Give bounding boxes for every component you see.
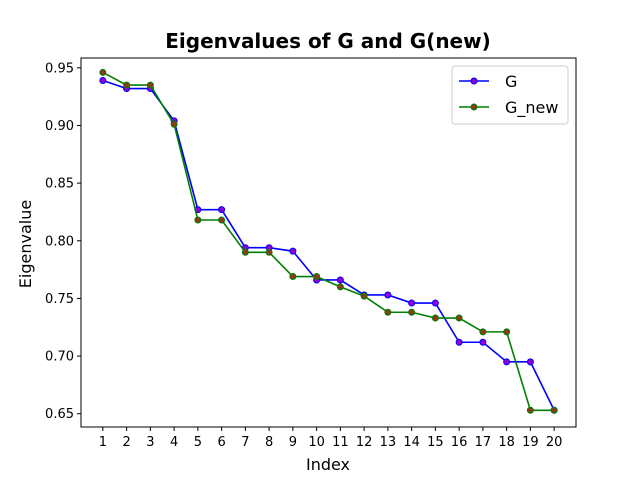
x-tick-label: 10 [308,435,325,450]
x-tick-label: 13 [380,435,397,450]
x-tick-label: 8 [265,435,273,450]
data-point-g [431,299,439,307]
plot-frame [80,57,577,428]
x-tick-label: 19 [522,435,539,450]
data-point-g-new [384,308,392,316]
data-point-g-new [408,308,416,316]
y-tick-label: 0.90 [45,119,74,134]
data-point-g-new [526,406,534,414]
data-point-g-new [241,248,249,256]
x-tick-label: 2 [122,435,130,450]
x-tick-label: 6 [217,435,225,450]
data-point-g [455,338,463,346]
data-point-g-new [479,328,487,336]
legend-label-g: G [505,72,517,91]
x-tick-label: 1 [99,435,107,450]
y-tick-label: 0.85 [45,177,74,192]
data-point-g-new [550,406,558,414]
x-tick-label: 18 [498,435,515,450]
data-point-g-new [313,273,321,281]
legend-label-g-new: G_new [505,98,558,118]
data-point-g-new [503,328,511,336]
data-point-g [289,247,297,255]
data-point-g-new [431,314,439,322]
chart-legend: G G_new [451,65,569,125]
data-point-g-new [289,273,297,281]
data-point-g-new [360,292,368,300]
y-tick-label: 0.95 [45,61,74,76]
data-point-g [99,76,107,84]
x-tick-label: 12 [356,435,373,450]
x-tick-label: 4 [170,435,178,450]
y-axis-label: Eigenvalue [16,200,35,288]
x-tick-label: 9 [289,435,297,450]
x-axis-label: Index [306,455,350,474]
data-point-g-new [146,81,154,89]
chart-title: Eigenvalues of G and G(new) [165,29,490,53]
x-tick-label: 17 [475,435,492,450]
y-tick-label: 0.75 [45,292,74,307]
data-point-g-new [99,68,107,76]
x-tick-label: 7 [241,435,249,450]
series-line-g [102,79,555,411]
data-point-g [526,358,534,366]
data-point-g-new [455,314,463,322]
data-point-g [384,291,392,299]
x-tick-label: 3 [146,435,154,450]
legend-marker-g-new [470,103,478,111]
data-point-g-new [123,81,131,89]
x-tick-label: 20 [546,435,563,450]
plot-area: 1 2 3 4 5 6 7 8 9 10 11 12 13 14 15 16 17 18 19 200.650.700… [45,57,577,450]
x-tick-label: 14 [403,435,420,450]
y-tick-label: 0.80 [45,234,74,249]
data-point-g-new [336,283,344,291]
data-point-g-new [170,120,178,128]
x-tick-label: 11 [332,435,349,450]
y-tick-label: 0.70 [45,350,74,365]
legend-marker-g [470,77,478,85]
data-point-g [336,276,344,284]
y-tick-label: 0.65 [45,407,74,422]
data-point-g-new [265,248,273,256]
x-tick-label: 15 [427,435,444,450]
data-point-g [408,299,416,307]
data-point-g-new [194,216,202,224]
series-line-g-new [102,71,555,412]
data-point-g-new [218,216,226,224]
x-tick-label: 16 [451,435,468,450]
data-point-g [503,358,511,366]
data-point-g [479,338,487,346]
x-tick-label: 5 [194,435,202,450]
data-point-g [218,206,226,214]
